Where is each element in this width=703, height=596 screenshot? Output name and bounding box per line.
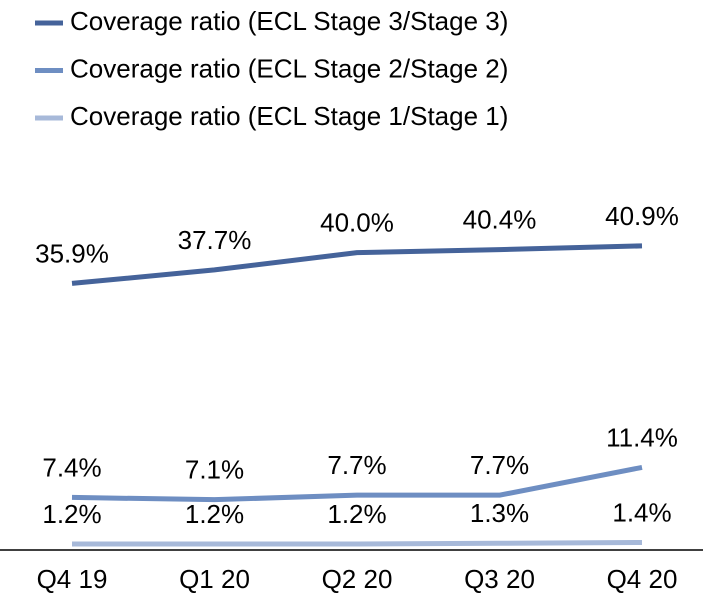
data-label: 11.4% <box>606 422 678 452</box>
data-label: 1.2% <box>327 499 386 529</box>
data-label: 40.4% <box>463 205 537 235</box>
series-line <box>72 539 643 547</box>
x-tick-label: Q3 20 <box>464 564 535 594</box>
data-label: 40.9% <box>605 201 679 231</box>
legend-label: Coverage ratio (ECL Stage 3/Stage 3) <box>70 6 508 36</box>
data-label: 1.4% <box>612 497 671 527</box>
data-label: 37.7% <box>178 225 252 255</box>
data-label: 7.1% <box>185 455 244 485</box>
x-tick-label: Q4 19 <box>37 564 108 594</box>
data-label: 1.2% <box>42 499 101 529</box>
x-tick-label: Q1 20 <box>179 564 250 594</box>
data-label: 40.0% <box>320 208 394 238</box>
x-tick-label: Q2 20 <box>322 564 393 594</box>
x-tick-label: Q4 20 <box>607 564 678 594</box>
data-label: 7.7% <box>470 450 529 480</box>
data-label: 35.9% <box>35 238 109 268</box>
data-label: 7.7% <box>327 450 386 480</box>
series-line <box>71 464 643 503</box>
legend-label: Coverage ratio (ECL Stage 2/Stage 2) <box>70 53 508 83</box>
series-line <box>71 243 643 286</box>
data-label: 1.3% <box>470 498 529 528</box>
data-label: 7.4% <box>42 452 101 482</box>
legend-label: Coverage ratio (ECL Stage 1/Stage 1) <box>70 101 508 131</box>
data-label: 1.2% <box>185 499 244 529</box>
